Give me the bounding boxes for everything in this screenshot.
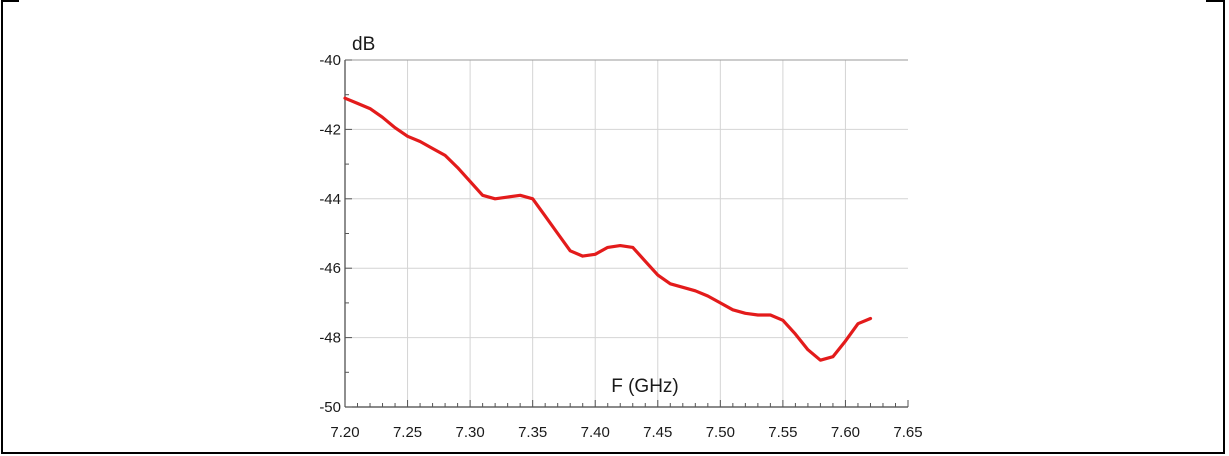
frame-top-left-stub [1, 0, 19, 2]
y-tick-label: -44 [319, 191, 341, 208]
x-tick-label: 7.20 [330, 424, 359, 441]
axes [344, 59, 908, 408]
x-tick-label: 7.40 [581, 424, 610, 441]
x-tick-labels: 7.20 7.25 7.30 7.35 7.40 7.45 7.50 7.55 7.60 7.65 [330, 424, 922, 441]
x-tick-label: 7.55 [768, 424, 797, 441]
y-tick-label: -46 [319, 260, 341, 277]
minor-ticks [344, 59, 909, 408]
grid [345, 60, 908, 407]
y-tick-label: -48 [319, 330, 341, 347]
x-tick-label: 7.50 [706, 424, 735, 441]
series [343, 96, 873, 362]
y-axis-label: dB [352, 34, 375, 55]
x-tick-label: 7.60 [831, 424, 860, 441]
y-tick-label: -50 [319, 399, 341, 416]
y-tick-labels: -40 -42 -44 -46 -48 -50 [319, 52, 341, 416]
x-axis-label: F (GHz) [611, 376, 679, 397]
y-tick-label: -40 [319, 52, 341, 69]
x-tick-label: 7.30 [456, 424, 485, 441]
x-tick-label: 7.45 [643, 424, 672, 441]
x-tick-label: 7.65 [893, 424, 922, 441]
x-tick-label: 7.35 [518, 424, 547, 441]
y-tick-label: -42 [319, 121, 341, 138]
series-line [343, 96, 873, 362]
x-tick-label: 7.25 [393, 424, 422, 441]
frame-top-right-stub [1206, 0, 1225, 2]
